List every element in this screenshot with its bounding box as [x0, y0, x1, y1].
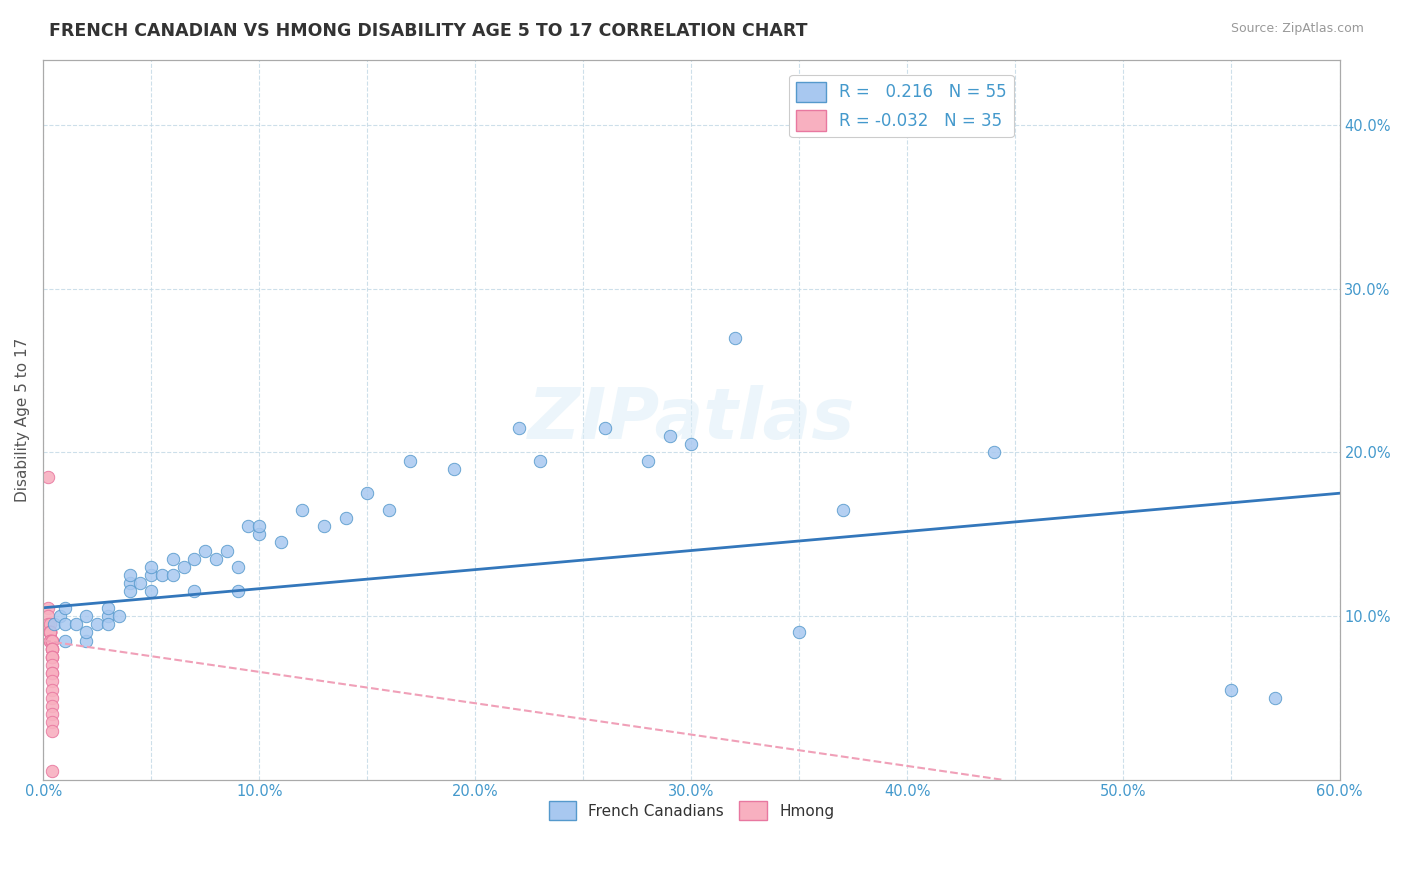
- Point: [41, 649, 63, 664]
- Point: [75, 625, 97, 640]
- Point: [41, 658, 63, 673]
- Point: [38, 625, 60, 640]
- Point: [41, 649, 63, 664]
- Text: FRENCH CANADIAN VS HMONG DISABILITY AGE 5 TO 17 CORRELATION CHART: FRENCH CANADIAN VS HMONG DISABILITY AGE …: [49, 22, 807, 40]
- Point: [53, 617, 76, 632]
- Point: [378, 502, 401, 516]
- Point: [38, 625, 60, 640]
- Point: [37, 470, 59, 484]
- Point: [41, 698, 63, 713]
- Point: [41, 666, 63, 681]
- Point: [183, 584, 205, 599]
- Point: [789, 625, 811, 640]
- Point: [41, 723, 63, 738]
- Point: [41, 649, 63, 664]
- Point: [41, 674, 63, 689]
- Point: [270, 535, 292, 549]
- Point: [53, 633, 76, 648]
- Point: [41, 715, 63, 730]
- Text: Source: ZipAtlas.com: Source: ZipAtlas.com: [1230, 22, 1364, 36]
- Point: [335, 510, 357, 524]
- Point: [983, 445, 1005, 459]
- Point: [529, 453, 551, 467]
- Point: [41, 682, 63, 697]
- Point: [194, 543, 217, 558]
- Point: [97, 600, 120, 615]
- Point: [141, 584, 163, 599]
- Point: [108, 609, 131, 624]
- Point: [38, 633, 60, 648]
- Point: [312, 519, 335, 533]
- Point: [593, 421, 616, 435]
- Point: [41, 633, 63, 648]
- Point: [38, 625, 60, 640]
- Point: [399, 453, 422, 467]
- Point: [38, 633, 60, 648]
- Point: [41, 641, 63, 656]
- Point: [97, 609, 120, 624]
- Point: [38, 633, 60, 648]
- Point: [118, 568, 141, 582]
- Point: [49, 609, 72, 624]
- Point: [75, 633, 97, 648]
- Point: [97, 617, 120, 632]
- Point: [75, 609, 97, 624]
- Point: [86, 617, 108, 632]
- Point: [38, 617, 60, 632]
- Point: [247, 519, 270, 533]
- Point: [65, 617, 87, 632]
- Point: [356, 486, 378, 500]
- Point: [41, 666, 63, 681]
- Point: [41, 764, 63, 779]
- Point: [226, 560, 249, 574]
- Point: [238, 519, 260, 533]
- Point: [53, 600, 76, 615]
- Point: [118, 584, 141, 599]
- Point: [443, 461, 465, 475]
- Point: [41, 641, 63, 656]
- Point: [162, 551, 184, 566]
- Point: [508, 421, 530, 435]
- Point: [1264, 690, 1286, 705]
- Y-axis label: Disability Age 5 to 17: Disability Age 5 to 17: [15, 337, 30, 501]
- Point: [141, 568, 163, 582]
- Point: [37, 617, 59, 632]
- Point: [37, 609, 59, 624]
- Point: [41, 641, 63, 656]
- Point: [118, 576, 141, 591]
- Point: [162, 568, 184, 582]
- Text: ZIPatlas: ZIPatlas: [527, 385, 855, 454]
- Point: [37, 600, 59, 615]
- Point: [291, 502, 314, 516]
- Legend: French Canadians, Hmong: French Canadians, Hmong: [543, 795, 841, 826]
- Point: [42, 617, 65, 632]
- Point: [150, 568, 173, 582]
- Point: [141, 560, 163, 574]
- Point: [637, 453, 659, 467]
- Point: [681, 437, 703, 451]
- Point: [41, 707, 63, 722]
- Point: [831, 502, 853, 516]
- Point: [41, 633, 63, 648]
- Point: [215, 543, 238, 558]
- Point: [41, 641, 63, 656]
- Point: [41, 633, 63, 648]
- Point: [41, 690, 63, 705]
- Point: [247, 527, 270, 541]
- Point: [723, 331, 745, 345]
- Point: [173, 560, 195, 574]
- Point: [129, 576, 152, 591]
- Point: [38, 625, 60, 640]
- Point: [183, 551, 205, 566]
- Point: [658, 429, 681, 443]
- Point: [38, 625, 60, 640]
- Point: [205, 551, 228, 566]
- Point: [1220, 682, 1243, 697]
- Point: [226, 584, 249, 599]
- Point: [38, 625, 60, 640]
